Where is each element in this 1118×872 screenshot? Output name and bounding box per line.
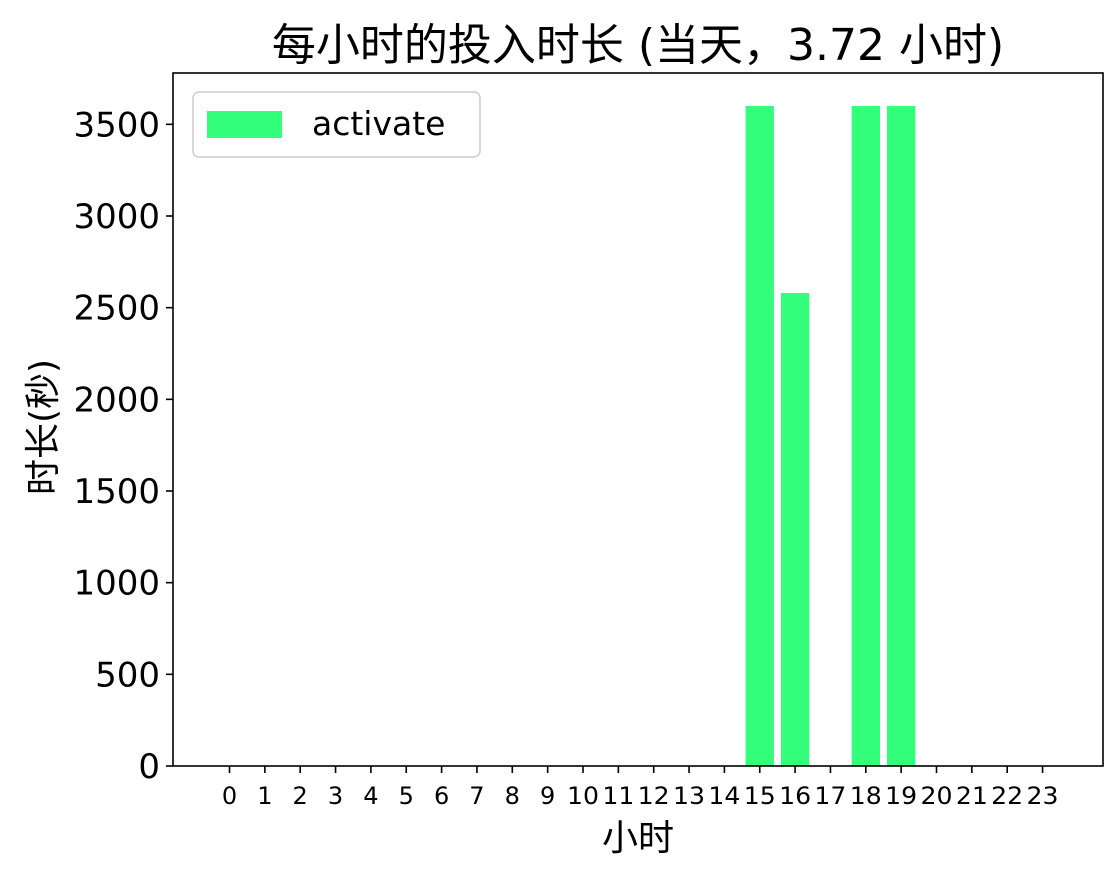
x-tick-label-6: 6 bbox=[434, 782, 449, 810]
bar-hour-15 bbox=[745, 106, 774, 766]
x-tick-label-18: 18 bbox=[850, 782, 882, 810]
x-tick-label-0: 0 bbox=[222, 782, 237, 810]
y-tick-label-1000: 1000 bbox=[73, 564, 160, 604]
x-axis-ticks: 0 1 2 3 4 5 6 7 8 9 10 11 12 13 14 15 16 17 18 19 20 21 22 23 bbox=[222, 766, 1059, 810]
x-tick-label-3: 3 bbox=[328, 782, 343, 810]
y-tick-label-500: 500 bbox=[95, 655, 160, 695]
x-tick-label-23: 23 bbox=[1027, 782, 1059, 810]
x-tick-label-10: 10 bbox=[567, 782, 599, 810]
x-tick-label-19: 19 bbox=[885, 782, 917, 810]
x-tick-label-5: 5 bbox=[399, 782, 414, 810]
x-tick-label-17: 17 bbox=[814, 782, 846, 810]
chart-title: 每小时的投入时长 (当天，3.72 小时) bbox=[272, 20, 1004, 71]
x-tick-label-4: 4 bbox=[363, 782, 378, 810]
y-axis-label: 时长(秒) bbox=[23, 359, 64, 495]
x-tick-label-13: 13 bbox=[673, 782, 705, 810]
y-axis-ticks: 0 500 1000 1500 2000 2500 3000 3500 bbox=[73, 105, 173, 787]
x-tick-label-1: 1 bbox=[257, 782, 272, 810]
x-axis-label: 小时 bbox=[602, 818, 674, 859]
plot-frame bbox=[172, 72, 1104, 767]
x-tick-label-21: 21 bbox=[956, 782, 988, 810]
legend-box bbox=[192, 91, 481, 158]
x-tick-label-9: 9 bbox=[540, 782, 555, 810]
x-tick-label-22: 22 bbox=[991, 782, 1023, 810]
x-tick-label-7: 7 bbox=[469, 782, 484, 810]
bar-hour-18 bbox=[851, 106, 880, 766]
bar-hour-19 bbox=[887, 106, 916, 766]
x-tick-label-15: 15 bbox=[744, 782, 776, 810]
y-tick-label-2500: 2500 bbox=[73, 289, 160, 329]
y-tick-label-0: 0 bbox=[138, 747, 160, 787]
y-tick-label-3500: 3500 bbox=[73, 105, 160, 145]
legend-swatch-activate bbox=[207, 111, 282, 138]
x-tick-label-2: 2 bbox=[293, 782, 308, 810]
x-tick-label-20: 20 bbox=[921, 782, 953, 810]
x-tick-label-11: 11 bbox=[602, 782, 634, 810]
x-tick-label-8: 8 bbox=[505, 782, 520, 810]
y-tick-label-2000: 2000 bbox=[73, 380, 160, 420]
legend: activate bbox=[192, 91, 481, 158]
y-tick-label-3000: 3000 bbox=[73, 197, 160, 237]
y-tick-label-1500: 1500 bbox=[73, 472, 160, 512]
bars-group bbox=[745, 106, 916, 766]
x-tick-label-16: 16 bbox=[779, 782, 811, 810]
bar-hour-16 bbox=[780, 293, 810, 766]
x-tick-label-12: 12 bbox=[638, 782, 670, 810]
legend-label-activate: activate bbox=[312, 104, 445, 143]
x-tick-label-14: 14 bbox=[708, 782, 740, 810]
